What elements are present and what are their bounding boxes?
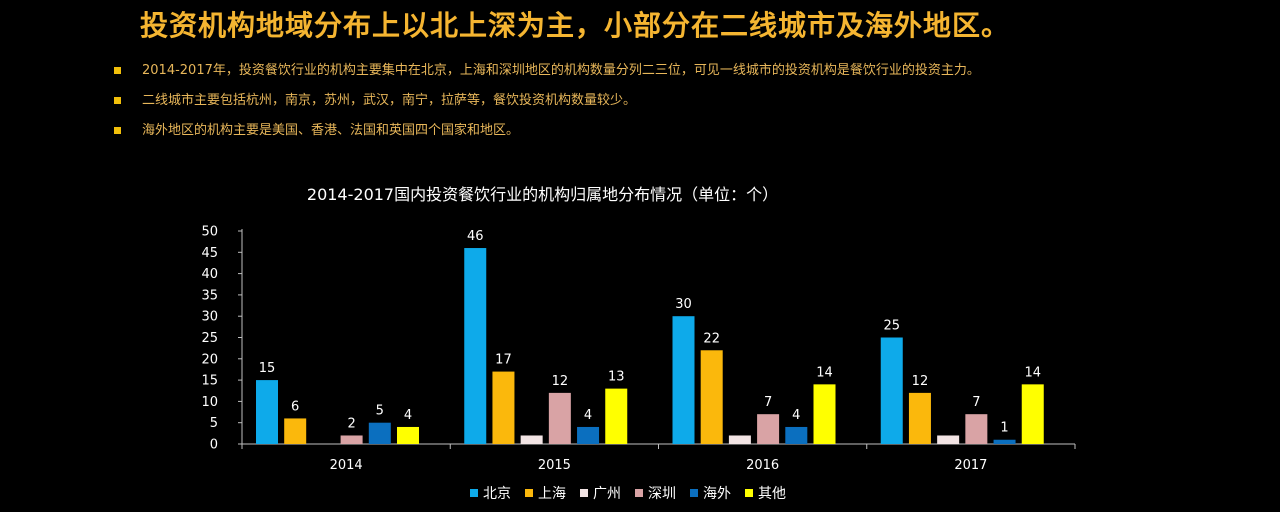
bar bbox=[368, 422, 391, 444]
legend-label: 海外 bbox=[703, 486, 731, 502]
bar bbox=[605, 388, 628, 444]
data-label: 7 bbox=[764, 395, 772, 410]
data-label: 30 bbox=[675, 297, 692, 312]
legend-swatch bbox=[470, 489, 478, 497]
legend-item: 海外 bbox=[690, 483, 731, 503]
data-label: 22 bbox=[703, 331, 720, 346]
square-bullet-icon bbox=[114, 127, 121, 134]
bullet-text: 海外地区的机构主要是美国、香港、法国和英国四个国家和地区。 bbox=[142, 123, 520, 138]
x-tick-label: 2017 bbox=[954, 458, 987, 473]
data-label: 12 bbox=[912, 374, 929, 389]
legend-label: 上海 bbox=[538, 486, 566, 502]
x-tick-label: 2015 bbox=[538, 458, 571, 473]
data-label: 14 bbox=[1024, 365, 1041, 380]
bar bbox=[880, 337, 903, 444]
bar bbox=[464, 248, 487, 444]
data-label: 1 bbox=[1000, 421, 1008, 436]
y-tick-label: 30 bbox=[201, 310, 218, 325]
bar bbox=[993, 439, 1016, 444]
data-label: 14 bbox=[816, 365, 833, 380]
legend-label: 深圳 bbox=[648, 486, 676, 502]
bar bbox=[965, 414, 988, 444]
legend-item: 上海 bbox=[525, 483, 566, 503]
legend-swatch bbox=[580, 489, 588, 497]
bullet-list: 2014-2017年，投资餐饮行业的机构主要集中在北京，上海和深圳地区的机构数量… bbox=[114, 60, 980, 150]
legend-swatch bbox=[745, 489, 753, 497]
y-tick-label: 45 bbox=[201, 246, 218, 261]
data-label: 5 bbox=[376, 404, 384, 419]
data-label: 25 bbox=[883, 319, 900, 334]
bar bbox=[548, 392, 571, 444]
bar bbox=[700, 350, 723, 444]
y-tick-label: 15 bbox=[201, 374, 218, 389]
square-bullet-icon bbox=[114, 97, 121, 104]
data-label: 2 bbox=[347, 416, 355, 431]
bullet-item: 2014-2017年，投资餐饮行业的机构主要集中在北京，上海和深圳地区的机构数量… bbox=[114, 60, 980, 90]
bar bbox=[672, 316, 695, 444]
bar bbox=[340, 435, 363, 444]
data-label: 6 bbox=[291, 399, 299, 414]
y-tick-label: 0 bbox=[210, 438, 218, 453]
data-label: 17 bbox=[495, 353, 512, 368]
slide-title: 投资机构地域分布上以北上深为主，小部分在二线城市及海外地区。 bbox=[140, 9, 1011, 42]
legend-label: 其他 bbox=[758, 486, 786, 502]
x-tick-label: 2014 bbox=[330, 458, 363, 473]
legend-item: 深圳 bbox=[635, 483, 676, 503]
legend-swatch bbox=[690, 489, 698, 497]
bar bbox=[728, 435, 751, 444]
data-label: 46 bbox=[467, 229, 484, 244]
data-label: 4 bbox=[792, 408, 800, 423]
legend-swatch bbox=[635, 489, 643, 497]
y-tick-label: 20 bbox=[201, 352, 218, 367]
data-label: 13 bbox=[608, 370, 625, 385]
y-tick-label: 25 bbox=[201, 331, 218, 346]
legend-item: 北京 bbox=[470, 483, 511, 503]
bar bbox=[397, 426, 419, 444]
x-tick-label: 2016 bbox=[746, 458, 779, 473]
square-bullet-icon bbox=[114, 67, 121, 74]
bar bbox=[757, 414, 780, 444]
legend-swatch bbox=[525, 489, 533, 497]
bullet-item: 二线城市主要包括杭州，南京，苏州，武汉，南宁，拉萨等，餐饮投资机构数量较少。 bbox=[114, 90, 980, 120]
data-label: 7 bbox=[972, 395, 980, 410]
data-label: 4 bbox=[404, 408, 412, 423]
bar bbox=[908, 392, 931, 444]
y-tick-label: 40 bbox=[201, 267, 218, 282]
bar bbox=[1021, 384, 1044, 444]
bar bbox=[492, 371, 515, 444]
bar bbox=[813, 384, 836, 444]
y-tick-label: 10 bbox=[201, 395, 218, 410]
legend-label: 北京 bbox=[483, 486, 511, 502]
chart-legend: 北京 上海 广州 深圳 海外 其他 bbox=[0, 483, 1280, 503]
legend-label: 广州 bbox=[593, 486, 621, 502]
chart-title: 2014-2017国内投资餐饮行业的机构归属地分布情况（单位：个） bbox=[306, 185, 779, 204]
data-label: 12 bbox=[552, 374, 569, 389]
bar bbox=[520, 435, 543, 444]
data-label: 4 bbox=[584, 408, 592, 423]
y-tick-label: 50 bbox=[201, 225, 218, 240]
legend-item: 其他 bbox=[745, 483, 786, 503]
y-tick-label: 35 bbox=[201, 288, 218, 303]
y-tick-label: 5 bbox=[210, 416, 218, 431]
bar bbox=[937, 435, 960, 444]
bullet-text: 2014-2017年，投资餐饮行业的机构主要集中在北京，上海和深圳地区的机构数量… bbox=[142, 63, 980, 78]
data-label: 15 bbox=[259, 361, 276, 376]
bullet-text: 二线城市主要包括杭州，南京，苏州，武汉，南宁，拉萨等，餐饮投资机构数量较少。 bbox=[142, 93, 637, 108]
bar bbox=[284, 418, 307, 444]
bar bbox=[256, 380, 278, 444]
bullet-item: 海外地区的机构主要是美国、香港、法国和英国四个国家和地区。 bbox=[114, 120, 980, 150]
bar bbox=[577, 426, 600, 444]
bar bbox=[785, 426, 808, 444]
legend-item: 广州 bbox=[580, 483, 621, 503]
